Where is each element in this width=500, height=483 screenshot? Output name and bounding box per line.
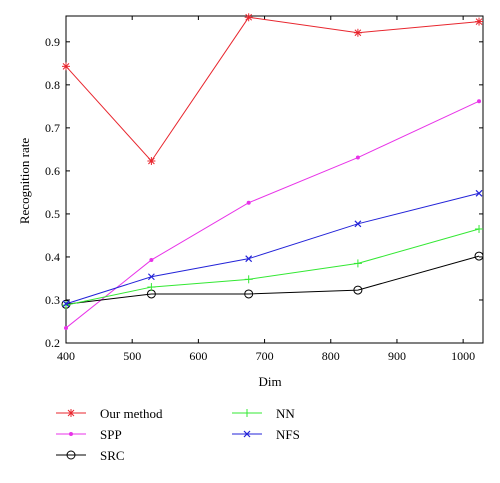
plot-frame bbox=[65, 15, 484, 344]
legend-label: SRC bbox=[100, 448, 125, 463]
data-point-nfs bbox=[354, 220, 362, 228]
series-spp bbox=[64, 99, 482, 330]
data-point-our-method bbox=[353, 28, 362, 37]
y-tick-label: 0.7 bbox=[45, 121, 60, 135]
series-nn bbox=[62, 224, 484, 310]
legend-item-our-method: Our method bbox=[56, 406, 163, 421]
series-nfs bbox=[62, 189, 483, 308]
y-tick-label: 0.3 bbox=[45, 293, 60, 307]
data-point-nn bbox=[62, 301, 70, 310]
legend-marker bbox=[243, 430, 251, 438]
y-tick-label: 0.6 bbox=[45, 164, 60, 178]
x-tick-label: 700 bbox=[256, 349, 274, 363]
legend-item-src: SRC bbox=[56, 448, 125, 463]
y-tick-label: 0.5 bbox=[45, 207, 60, 221]
legend-marker bbox=[67, 409, 75, 417]
axis-ticks: 400 500 600 700 800 900 1000 0.2 0.3 0.4 0.5 0.6 0.7… bbox=[45, 16, 483, 363]
data-point-spp bbox=[477, 99, 482, 104]
series-layer bbox=[61, 13, 484, 330]
x-tick-label: 600 bbox=[189, 349, 207, 363]
data-point-nn bbox=[244, 275, 253, 284]
data-point-spp bbox=[246, 200, 251, 205]
x-tick-label: 800 bbox=[322, 349, 340, 363]
legend-label: SPP bbox=[100, 427, 122, 442]
legend-label: NN bbox=[276, 406, 295, 421]
data-point-src bbox=[353, 285, 363, 295]
data-point-src bbox=[474, 251, 484, 261]
legend-item-spp: SPP bbox=[56, 427, 122, 442]
data-point-our-method bbox=[147, 156, 156, 165]
x-tick-label: 500 bbox=[123, 349, 141, 363]
y-tick-label: 0.8 bbox=[45, 78, 60, 92]
x-tick-label: 900 bbox=[388, 349, 406, 363]
data-point-nfs bbox=[475, 189, 483, 197]
data-point-nfs bbox=[62, 300, 70, 308]
series-line-our-method bbox=[65, 16, 480, 162]
legend-marker bbox=[69, 432, 73, 436]
x-tick-label: 1000 bbox=[451, 349, 475, 363]
series-line-nn bbox=[65, 228, 480, 306]
data-point-src bbox=[244, 289, 254, 299]
data-point-spp bbox=[355, 155, 360, 160]
data-point-nfs bbox=[147, 273, 155, 281]
data-point-our-method bbox=[475, 17, 484, 26]
legend: Our method SPP SRC NN NFS bbox=[56, 406, 300, 463]
series-line-src bbox=[65, 255, 480, 305]
series-line-nfs bbox=[65, 192, 480, 305]
y-tick-label: 0.4 bbox=[45, 250, 60, 264]
series-src bbox=[61, 251, 484, 309]
legend-item-nn: NN bbox=[232, 406, 295, 421]
x-axis-label: Dim bbox=[258, 374, 281, 389]
legend-label: NFS bbox=[276, 427, 300, 442]
plot-area bbox=[65, 15, 484, 344]
data-point-spp bbox=[64, 325, 68, 330]
legend-item-nfs: NFS bbox=[232, 427, 300, 442]
data-point-our-method bbox=[62, 62, 70, 71]
series-our-method bbox=[62, 13, 484, 165]
y-tick-label: 0.2 bbox=[45, 336, 60, 350]
data-point-nn bbox=[353, 259, 362, 268]
data-point-our-method bbox=[244, 13, 253, 22]
data-point-spp bbox=[149, 257, 154, 262]
legend-marker bbox=[243, 409, 251, 417]
legend-marker bbox=[66, 450, 76, 460]
x-tick-label: 400 bbox=[57, 349, 75, 363]
data-point-nn bbox=[147, 283, 156, 292]
y-tick-label: 0.9 bbox=[45, 35, 60, 49]
data-point-nfs bbox=[245, 255, 253, 263]
data-point-nn bbox=[475, 224, 484, 233]
legend-label: Our method bbox=[100, 406, 163, 421]
y-axis-label: Recognition rate bbox=[17, 138, 32, 225]
